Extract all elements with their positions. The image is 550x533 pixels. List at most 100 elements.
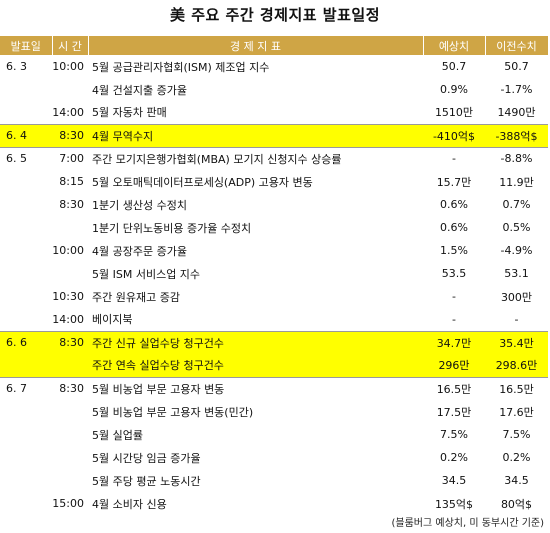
cell-date <box>0 216 52 239</box>
cell-date <box>0 423 52 446</box>
cell-date <box>0 101 52 124</box>
cell-indicator: 주간 연속 실업수당 청구건수 <box>92 359 224 373</box>
cell-forecast: 16.5만 <box>423 376 485 400</box>
header-forecast: 예상치 <box>423 36 486 55</box>
cell-date <box>0 239 52 262</box>
cell-indicator: 5월 실업률 <box>92 428 143 442</box>
table-row: 6. 6 8:30 주간 신규 실업수당 청구건수 34.7만 35.4만 <box>0 330 548 354</box>
cell-previous: 50.7 <box>504 60 529 73</box>
cell-date: 6. 6 <box>0 330 52 354</box>
cell-date <box>0 285 52 308</box>
cell-date <box>0 262 52 285</box>
table-row: 10:30 주간 원유재고 증감 - 300만 <box>0 285 548 308</box>
cell-previous: 80억$ <box>500 497 533 511</box>
table-row: 주간 연속 실업수당 청구건수 296만 298.6만 <box>0 354 548 377</box>
cell-forecast: 0.2% <box>440 451 468 464</box>
cell-time <box>52 423 88 446</box>
cell-date: 6. 3 <box>6 60 27 73</box>
table-row: 15:00 4월 소비자 신용 135억$ 80억$ <box>0 492 548 515</box>
table-row: 6. 4 8:30 4월 무역수지 -410억$ -388억$ <box>0 123 548 147</box>
cell-forecast: 0.6% <box>440 221 468 234</box>
cell-previous: 1490만 <box>497 106 536 120</box>
cell-indicator: 4월 건설지출 증가율 <box>92 83 187 97</box>
cell-forecast: 1.5% <box>440 244 468 257</box>
table-row: 4월 건설지출 증가율 0.9% -1.7% <box>0 78 548 101</box>
cell-time <box>52 78 88 101</box>
cell-time <box>52 469 88 492</box>
cell-previous: -388억$ <box>485 123 548 147</box>
cell-date: 6. 4 <box>0 123 52 147</box>
cell-date <box>0 354 52 377</box>
table-row: 5월 주당 평균 노동시간 34.5 34.5 <box>0 469 548 492</box>
cell-indicator: 주간 신규 실업수당 청구건수 <box>88 330 423 354</box>
table-row: 6. 3 10:00 5월 공급관리자협회(ISM) 제조업 지수 50.7 5… <box>0 55 548 78</box>
cell-time <box>52 400 88 423</box>
schedule-table: 발표일 시 간 경 제 지 표 예상치 이전수치 6. 3 10:00 5월 공… <box>0 36 549 515</box>
cell-time: 10:30 <box>52 290 84 303</box>
cell-indicator: 1분기 단위노동비용 증가율 수정치 <box>92 221 252 235</box>
header-indicator: 경 제 지 표 <box>88 36 424 55</box>
cell-indicator: 4월 소비자 신용 <box>92 497 167 511</box>
cell-previous: 34.5 <box>504 474 529 487</box>
cell-previous: 300만 <box>500 290 533 304</box>
cell-date <box>0 400 52 423</box>
cell-indicator: 5월 비농업 부문 고용자 변동 <box>88 376 423 400</box>
table-row: 14:00 베이지북 - - <box>0 308 548 331</box>
cell-previous: -1.7% <box>500 83 533 96</box>
page-title: 美 주요 주간 경제지표 발표일정 <box>170 6 380 24</box>
cell-previous: 53.1 <box>504 267 529 280</box>
cell-time <box>52 262 88 285</box>
cell-indicator: 5월 주당 평균 노동시간 <box>92 474 201 488</box>
cell-previous: 35.4만 <box>485 330 548 354</box>
cell-forecast: 34.5 <box>441 474 467 487</box>
cell-time: 15:00 <box>52 497 84 510</box>
cell-previous: 17.6만 <box>499 405 534 419</box>
cell-previous: 298.6만 <box>495 359 538 373</box>
cell-indicator: 1분기 생산성 수정치 <box>92 198 187 212</box>
cell-indicator: 5월 자동차 판매 <box>92 106 167 120</box>
cell-date <box>0 492 52 515</box>
cell-previous: -4.9% <box>500 244 533 257</box>
cell-indicator: 5월 ISM 서비스업 지수 <box>92 267 201 281</box>
cell-forecast: 53.5 <box>441 267 467 280</box>
cell-time: 14:00 <box>52 105 84 119</box>
cell-forecast: 0.6% <box>440 198 468 211</box>
cell-indicator: 5월 비농업 부문 고용자 변동(민간) <box>92 405 254 419</box>
cell-previous: - <box>514 312 519 326</box>
cell-previous: 0.2% <box>502 451 531 464</box>
header-date: 발표일 <box>0 36 53 55</box>
table-row: 5월 실업률 7.5% 7.5% <box>0 423 548 446</box>
header-row: 발표일 시 간 경 제 지 표 예상치 이전수치 <box>0 36 549 55</box>
table-row: 6. 7 8:30 5월 비농업 부문 고용자 변동 16.5만 16.5만 <box>0 376 548 400</box>
cell-indicator: 주간 모기지은행가협회(MBA) 모기지 신청지수 상승률 <box>88 146 423 170</box>
cell-time: 8:30 <box>59 198 84 211</box>
cell-date <box>0 308 52 331</box>
cell-date <box>0 170 52 193</box>
cell-forecast: 34.7만 <box>423 330 485 354</box>
table-row: 6. 5 7:00 주간 모기지은행가협회(MBA) 모기지 신청지수 상승률 … <box>0 146 548 170</box>
cell-forecast: -410억$ <box>423 123 485 147</box>
cell-date <box>0 193 52 216</box>
cell-time <box>52 446 88 469</box>
cell-forecast: 296만 <box>438 359 470 373</box>
cell-forecast: 50.7 <box>441 60 467 73</box>
cell-indicator: 4월 공장주문 증가율 <box>92 244 187 258</box>
cell-indicator: 4월 무역수지 <box>88 123 423 147</box>
table-row: 5월 비농업 부문 고용자 변동(민간) 17.5만 17.6만 <box>0 400 548 423</box>
header-previous: 이전수치 <box>485 36 549 55</box>
cell-time: 10:00 <box>52 244 84 257</box>
cell-indicator: 5월 공급관리자협회(ISM) 제조업 지수 <box>92 60 270 74</box>
cell-previous: 0.5% <box>502 221 531 234</box>
cell-forecast: 15.7만 <box>436 175 472 189</box>
cell-forecast: 17.5만 <box>436 405 472 419</box>
cell-time: 7:00 <box>52 146 88 170</box>
cell-date <box>0 446 52 469</box>
cell-indicator: 베이지북 <box>92 313 133 327</box>
cell-time: 8:30 <box>52 330 88 354</box>
cell-forecast: 135억$ <box>434 497 474 511</box>
cell-forecast: - <box>452 312 456 326</box>
table-row: 5월 시간당 임금 증가율 0.2% 0.2% <box>0 446 548 469</box>
cell-date <box>0 78 52 101</box>
cell-previous: 16.5만 <box>485 376 548 400</box>
table-row: 5월 ISM 서비스업 지수 53.5 53.1 <box>0 262 548 285</box>
